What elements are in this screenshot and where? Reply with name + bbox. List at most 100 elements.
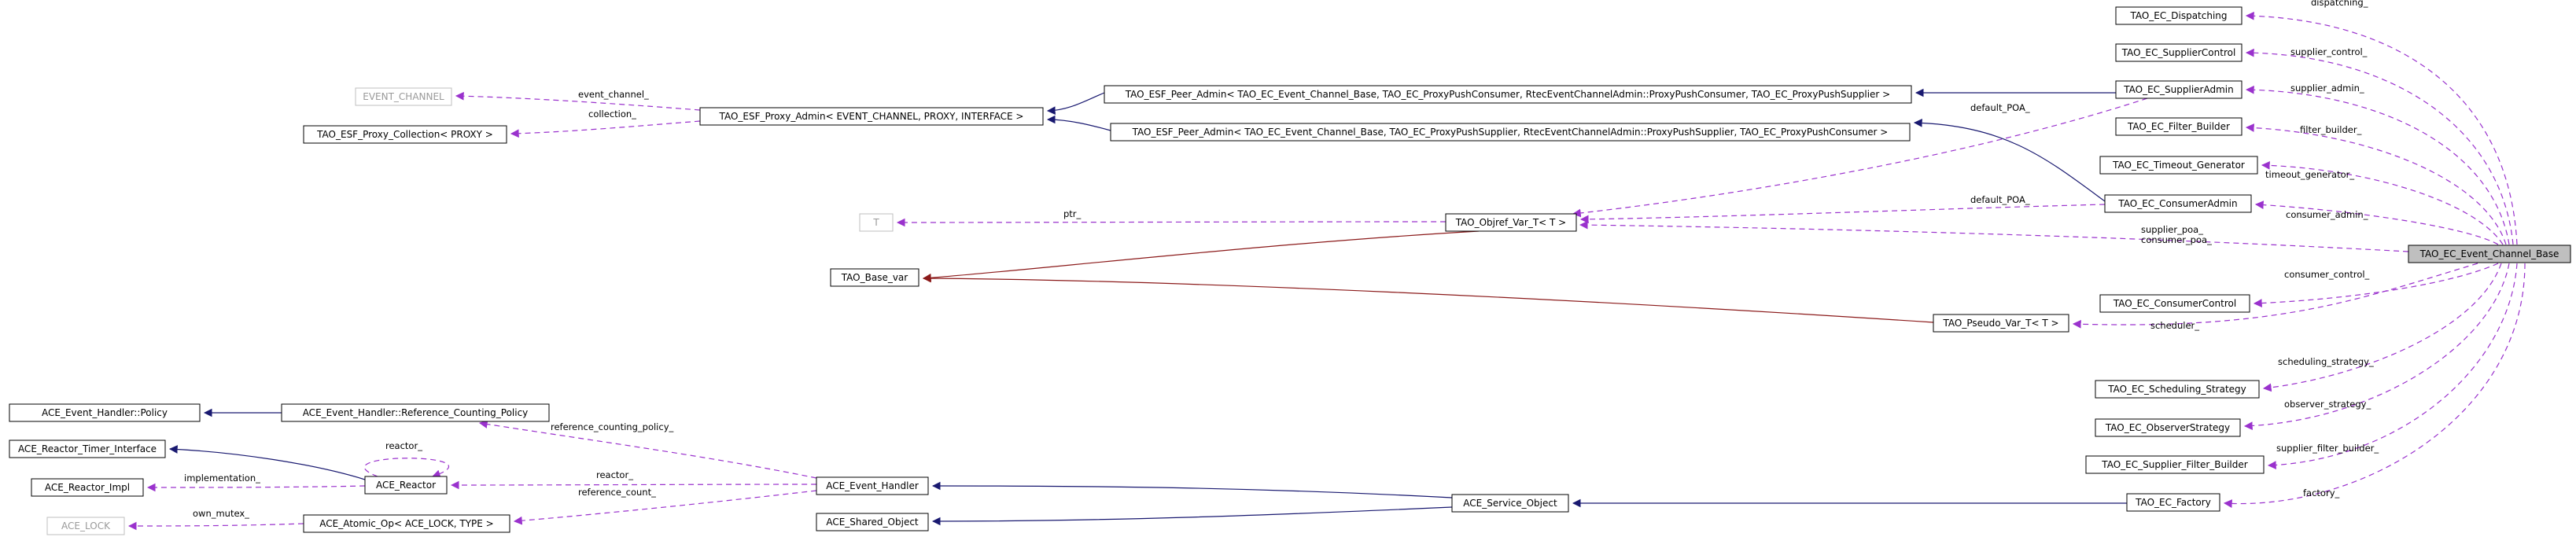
class-label: TAO_EC_SupplierAdmin: [2123, 84, 2234, 95]
class-box[interactable]: [303, 514, 510, 533]
class-box[interactable]: [1104, 85, 1912, 104]
class-box[interactable]: [859, 213, 894, 232]
edge-label: consumer_admin_: [2286, 209, 2368, 220]
class-node-dispatching[interactable]: TAO_EC_Dispatching: [2115, 6, 2242, 25]
class-node-supplier-control[interactable]: TAO_EC_SupplierControl: [2115, 43, 2242, 62]
class-box[interactable]: [9, 403, 201, 422]
class-node-sched-strategy[interactable]: TAO_EC_Scheduling_Strategy: [2095, 380, 2260, 399]
class-node-proxy-collection[interactable]: TAO_ESF_Proxy_Collection< PROXY >: [303, 125, 507, 144]
edge-ca-poa: default_POA_: [1579, 194, 2106, 224]
class-box[interactable]: [2099, 156, 2258, 175]
class-node-peer-admin-consumer[interactable]: TAO_ESF_Peer_Admin< TAO_EC_Event_Channel…: [1104, 85, 1912, 104]
edge-label: own_mutex_: [193, 508, 249, 519]
edges-layer: dispatching_ supplier_control_ supplier_ad…: [127, 0, 2526, 531]
edge-line: [896, 218, 1446, 227]
class-box[interactable]: [816, 476, 929, 495]
class-node-proxy-admin[interactable]: TAO_ESF_Proxy_Admin< EVENT_CHANNEL, PROX…: [699, 107, 1044, 126]
edge-label: timeout_generator_: [2265, 169, 2354, 180]
class-node-reactor[interactable]: ACE_Reactor: [364, 476, 448, 495]
class-node-event-channel[interactable]: EVENT_CHANNEL: [355, 87, 452, 106]
class-box[interactable]: [31, 478, 144, 497]
class-node-shared-object[interactable]: ACE_Shared_Object: [816, 513, 929, 531]
class-label: TAO_Base_var: [841, 272, 908, 283]
edge-line: [127, 521, 304, 531]
edge-objref-base: [922, 230, 1480, 282]
class-node-reactor-impl[interactable]: ACE_Reactor_Impl: [31, 478, 144, 497]
class-node-filter-builder[interactable]: TAO_EC_Filter_Builder: [2115, 117, 2242, 136]
edge-consumer-admin: consumer_admin_: [2254, 200, 2499, 245]
class-box[interactable]: [281, 403, 550, 422]
class-node-consumer-admin[interactable]: TAO_EC_ConsumerAdmin: [2104, 194, 2252, 213]
edge-label: event_channel_: [578, 89, 649, 100]
class-box[interactable]: [9, 440, 166, 458]
edge-scheduler: scheduler_: [2072, 263, 2478, 331]
class-box[interactable]: [355, 87, 452, 106]
class-node-lock[interactable]: ACE_LOCK: [46, 517, 125, 535]
class-box[interactable]: [2085, 455, 2265, 474]
edge-label: supplier_control_: [2290, 46, 2368, 57]
class-label: TAO_EC_Factory: [2135, 497, 2211, 508]
class-label: ACE_Service_Object: [1463, 498, 1557, 509]
class-box[interactable]: [1933, 314, 2069, 333]
edge-label: default_POA_: [1970, 194, 2030, 205]
edge-atomic-lock: own_mutex_: [127, 508, 304, 531]
class-box[interactable]: [2115, 43, 2242, 62]
class-box[interactable]: [699, 107, 1044, 126]
class-box[interactable]: [1445, 213, 1577, 232]
class-node-pseudo-var[interactable]: TAO_Pseudo_Var_T< T >: [1933, 314, 2069, 333]
class-node-observer-strategy[interactable]: TAO_EC_ObserverStrategy: [2095, 418, 2241, 437]
edge-label: dispatching_: [2311, 0, 2368, 8]
class-node-event-handler[interactable]: ACE_Event_Handler: [816, 476, 929, 495]
class-node-eh-policy[interactable]: ACE_Event_Handler::Policy: [9, 403, 201, 422]
class-node-reactor-timer[interactable]: ACE_Reactor_Timer_Interface: [9, 440, 166, 458]
class-node-ec-base[interactable]: TAO_EC_Event_Channel_Base: [2408, 245, 2571, 263]
class-box[interactable]: [2095, 418, 2241, 437]
class-label: ACE_Reactor_Impl: [45, 482, 130, 493]
class-node-supplier-filter-builder[interactable]: TAO_EC_Supplier_Filter_Builder: [2085, 455, 2265, 474]
edge-line: [2245, 11, 2518, 245]
class-node-peer-admin-supplier[interactable]: TAO_ESF_Peer_Admin< TAO_EC_Event_Channel…: [1110, 123, 1911, 142]
class-label: TAO_EC_ObserverStrategy: [2105, 422, 2230, 433]
class-box[interactable]: [816, 513, 929, 531]
edge-label: collection_: [588, 108, 636, 120]
class-box[interactable]: [303, 125, 507, 144]
edge-dispatching: dispatching_: [2245, 0, 2518, 245]
class-box[interactable]: [364, 476, 448, 495]
class-label: TAO_EC_ConsumerAdmin: [2117, 198, 2237, 209]
class-label: ACE_Atomic_Op< ACE_LOCK, TYPE >: [319, 518, 493, 529]
edge-label: default_POA_: [1970, 102, 2030, 113]
edge-label: factory_: [2303, 487, 2339, 498]
class-box[interactable]: [2115, 80, 2242, 99]
class-box[interactable]: [830, 268, 919, 287]
edge-label: reactor_: [385, 440, 422, 451]
class-node-base-var[interactable]: TAO_Base_var: [830, 268, 919, 287]
class-node-service-object[interactable]: ACE_Service_Object: [1451, 494, 1569, 513]
edge-line: [922, 230, 1480, 282]
class-box[interactable]: [2126, 493, 2220, 512]
class-box[interactable]: [2115, 117, 2242, 136]
class-box[interactable]: [46, 517, 125, 535]
edge-line: [168, 445, 366, 480]
class-node-factory[interactable]: TAO_EC_Factory: [2126, 493, 2220, 512]
edge-line: [1046, 92, 1105, 116]
class-box[interactable]: [2104, 194, 2252, 213]
class-node-t-param[interactable]: T: [859, 213, 894, 232]
class-box[interactable]: [1451, 494, 1569, 513]
class-label: ACE_Shared_Object: [826, 517, 919, 528]
edge-line: [1046, 115, 1111, 131]
class-label: ACE_Reactor: [376, 480, 436, 491]
class-node-atomic-op[interactable]: ACE_Atomic_Op< ACE_LOCK, TYPE >: [303, 514, 510, 533]
class-box[interactable]: [2095, 380, 2260, 399]
class-node-timeout-gen[interactable]: TAO_EC_Timeout_Generator: [2099, 156, 2258, 175]
edge-line: [2262, 263, 2502, 392]
class-node-consumer-control[interactable]: TAO_EC_ConsumerControl: [2099, 294, 2250, 313]
class-node-eh-refcount-policy[interactable]: ACE_Event_Handler::Reference_Counting_Po…: [281, 403, 550, 422]
edge-line: [2267, 263, 2518, 469]
class-box[interactable]: [2408, 245, 2571, 263]
edge-label: supplier_admin_: [2290, 83, 2364, 94]
class-box[interactable]: [2115, 6, 2242, 25]
class-box[interactable]: [2099, 294, 2250, 313]
class-node-objref-var[interactable]: TAO_Objref_Var_T< T >: [1445, 213, 1577, 232]
class-box[interactable]: [1110, 123, 1911, 142]
class-node-supplier-admin[interactable]: TAO_EC_SupplierAdmin: [2115, 80, 2242, 99]
